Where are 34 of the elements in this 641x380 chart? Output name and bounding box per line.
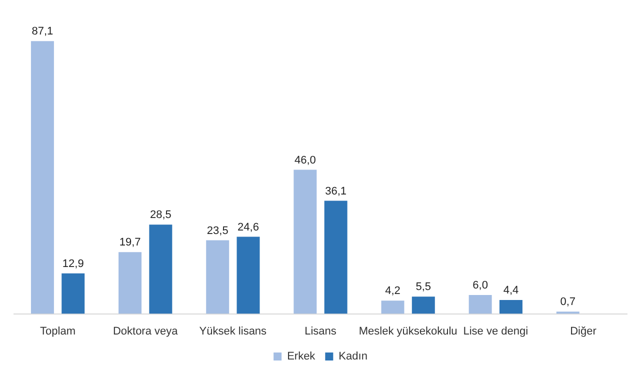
legend-label: Erkek	[287, 350, 316, 363]
data-label: 87,1	[32, 26, 54, 38]
x-tick-label: Meslek yüksekokulu	[358, 325, 458, 338]
bar	[62, 273, 85, 314]
x-tick-label: Doktora veya	[112, 325, 179, 338]
data-label: 4,4	[503, 284, 519, 297]
bar	[149, 224, 172, 314]
bar	[381, 300, 404, 314]
bar	[236, 236, 260, 314]
data-label: 24,6	[238, 221, 259, 234]
data-label: 46,0	[294, 154, 316, 166]
x-tick-label: Yüksek lisans	[199, 325, 268, 338]
data-label: 23,5	[206, 224, 228, 237]
legend-label: Kadın	[338, 350, 368, 363]
data-label: 4,2	[385, 285, 400, 298]
bar	[468, 295, 492, 314]
bar	[30, 41, 54, 314]
bar	[206, 240, 230, 314]
data-label: 28,5	[150, 209, 172, 222]
data-label: 12,9	[62, 258, 84, 270]
bar	[118, 252, 142, 314]
bar	[412, 296, 435, 314]
bar	[499, 300, 522, 314]
x-tick-label: Lisans	[304, 325, 337, 338]
bar	[294, 170, 317, 314]
x-tick-label: Toplam	[40, 325, 76, 338]
bar	[324, 200, 348, 314]
data-label: 19,7	[119, 236, 141, 249]
data-label: 36,1	[325, 185, 347, 198]
x-tick-label: Lise ve dengi	[463, 325, 528, 338]
data-label: 6,0	[472, 280, 488, 292]
data-label: 5,5	[416, 281, 432, 294]
data-label: 0,7	[560, 296, 576, 308]
x-tick-label: Diğer	[570, 325, 597, 338]
